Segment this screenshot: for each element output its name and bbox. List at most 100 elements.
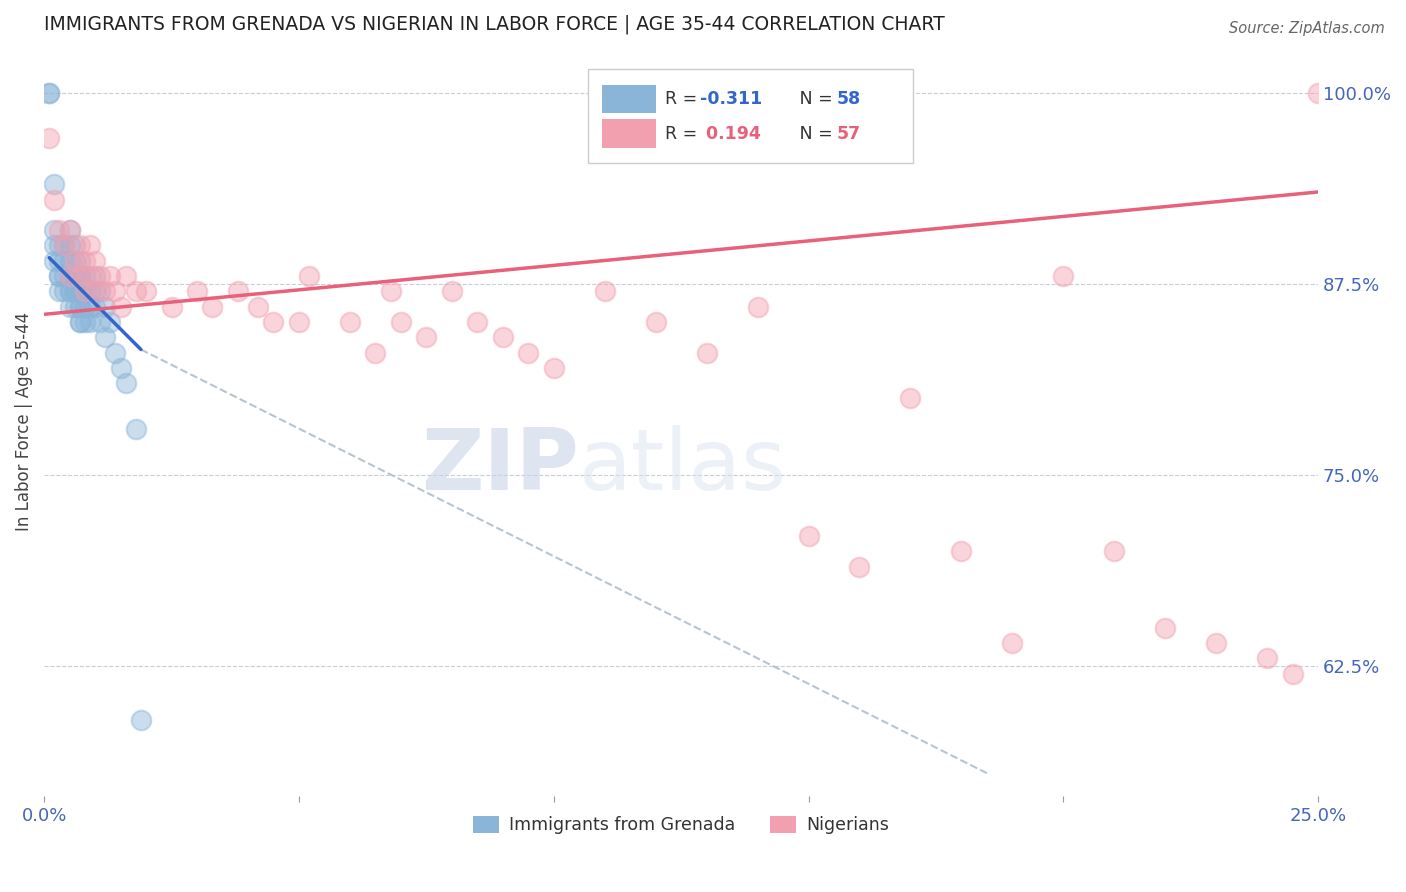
Point xyxy=(201,300,224,314)
Point xyxy=(58,253,80,268)
Point xyxy=(114,376,136,391)
Point xyxy=(69,269,91,284)
Point xyxy=(38,131,60,145)
Point xyxy=(53,238,76,252)
Point xyxy=(44,238,66,252)
Point xyxy=(53,285,76,299)
Point xyxy=(339,315,361,329)
Point xyxy=(53,238,76,252)
Point xyxy=(135,285,157,299)
Point xyxy=(226,285,249,299)
Text: atlas: atlas xyxy=(579,425,787,508)
Point xyxy=(98,315,121,329)
Point xyxy=(440,285,463,299)
Text: Source: ZipAtlas.com: Source: ZipAtlas.com xyxy=(1229,21,1385,36)
Point xyxy=(364,345,387,359)
Point xyxy=(900,392,922,406)
Point xyxy=(186,285,208,299)
Text: R =: R = xyxy=(665,90,703,108)
Point xyxy=(63,285,86,299)
Text: ZIP: ZIP xyxy=(422,425,579,508)
Point xyxy=(58,269,80,284)
Point xyxy=(79,300,101,314)
Point xyxy=(79,285,101,299)
Point xyxy=(63,269,86,284)
Point xyxy=(1001,636,1024,650)
Text: N =: N = xyxy=(783,125,838,143)
Point xyxy=(44,178,66,192)
Point xyxy=(89,285,111,299)
Point xyxy=(69,300,91,314)
Point xyxy=(298,269,321,284)
Text: -0.311: -0.311 xyxy=(700,90,762,108)
Point xyxy=(48,253,70,268)
Text: 58: 58 xyxy=(837,90,860,108)
Point xyxy=(160,300,183,314)
Point xyxy=(69,253,91,268)
Point xyxy=(1052,269,1074,284)
Point xyxy=(63,253,86,268)
Point xyxy=(44,253,66,268)
Point xyxy=(1308,86,1330,100)
Point xyxy=(79,238,101,252)
Point xyxy=(114,269,136,284)
Point xyxy=(125,422,148,436)
Point xyxy=(58,300,80,314)
Point xyxy=(89,269,111,284)
Point xyxy=(63,300,86,314)
Point xyxy=(69,300,91,314)
Point xyxy=(84,300,107,314)
Point xyxy=(73,300,96,314)
Point xyxy=(73,285,96,299)
Point xyxy=(63,238,86,252)
Point xyxy=(58,285,80,299)
Point xyxy=(38,86,60,100)
Point xyxy=(58,269,80,284)
Point xyxy=(48,269,70,284)
Point xyxy=(465,315,488,329)
Point xyxy=(79,269,101,284)
Point xyxy=(89,315,111,329)
Point xyxy=(110,360,132,375)
Point xyxy=(69,269,91,284)
Point xyxy=(696,345,718,359)
Point xyxy=(1205,636,1227,650)
Point xyxy=(73,315,96,329)
Point xyxy=(94,330,117,344)
Point xyxy=(79,315,101,329)
Text: R =: R = xyxy=(665,125,703,143)
Point xyxy=(63,253,86,268)
Point xyxy=(98,269,121,284)
Point xyxy=(58,223,80,237)
Legend: Immigrants from Grenada, Nigerians: Immigrants from Grenada, Nigerians xyxy=(465,809,897,841)
Point xyxy=(950,544,973,558)
Point xyxy=(44,223,66,237)
Point xyxy=(104,285,127,299)
Point xyxy=(84,253,107,268)
FancyBboxPatch shape xyxy=(602,85,655,113)
Point xyxy=(69,315,91,329)
Point xyxy=(63,269,86,284)
Point xyxy=(73,269,96,284)
Text: IMMIGRANTS FROM GRENADA VS NIGERIAN IN LABOR FORCE | AGE 35-44 CORRELATION CHART: IMMIGRANTS FROM GRENADA VS NIGERIAN IN L… xyxy=(44,15,945,35)
Point xyxy=(58,285,80,299)
Point xyxy=(69,269,91,284)
Point xyxy=(44,193,66,207)
Point xyxy=(104,345,127,359)
Point xyxy=(1154,621,1177,635)
Point xyxy=(1256,651,1278,665)
Point xyxy=(848,559,870,574)
Text: N =: N = xyxy=(783,90,838,108)
Point xyxy=(380,285,402,299)
Point xyxy=(1104,544,1126,558)
Point xyxy=(58,238,80,252)
Point xyxy=(69,315,91,329)
Point xyxy=(73,285,96,299)
Point xyxy=(492,330,515,344)
Point xyxy=(247,300,270,314)
Point xyxy=(415,330,437,344)
Point xyxy=(38,86,60,100)
Point xyxy=(644,315,666,329)
Point xyxy=(48,285,70,299)
Point xyxy=(48,269,70,284)
